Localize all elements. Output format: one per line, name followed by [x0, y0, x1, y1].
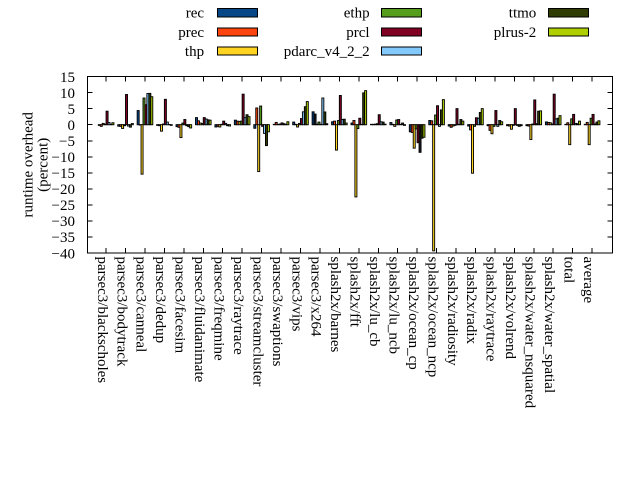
svg-text:total: total — [560, 257, 576, 284]
svg-text:−25: −25 — [52, 198, 75, 214]
svg-text:10: 10 — [60, 86, 75, 102]
svg-text:(percent): (percent) — [35, 138, 51, 192]
svg-text:ttmo: ttmo — [509, 6, 537, 22]
svg-text:splash2x/lu_ncb: splash2x/lu_ncb — [385, 257, 401, 355]
svg-text:parsec3/fluidanimate: parsec3/fluidanimate — [191, 257, 207, 383]
svg-text:prcl: prcl — [346, 25, 369, 41]
svg-text:parsec3/raytrace: parsec3/raytrace — [230, 257, 246, 356]
svg-text:0: 0 — [68, 118, 76, 134]
svg-text:ethp: ethp — [344, 6, 370, 22]
svg-text:−30: −30 — [52, 214, 75, 230]
svg-text:runtime overhead: runtime overhead — [21, 112, 37, 218]
svg-text:pdarc_v4_2_2: pdarc_v4_2_2 — [284, 44, 370, 60]
svg-text:parsec3/streamcluster: parsec3/streamcluster — [249, 257, 265, 387]
svg-text:splash2x/radiosity: splash2x/radiosity — [444, 257, 460, 367]
svg-text:splash2x/water_nsquared: splash2x/water_nsquared — [522, 257, 538, 409]
svg-text:splash2x/water_spatial: splash2x/water_spatial — [541, 257, 557, 394]
svg-text:rec: rec — [186, 6, 205, 22]
svg-text:parsec3/bodytrack: parsec3/bodytrack — [113, 257, 129, 367]
svg-text:thp: thp — [185, 44, 204, 60]
svg-text:plrus-2: plrus-2 — [494, 25, 537, 41]
svg-text:5: 5 — [68, 102, 76, 118]
svg-text:parsec3/freqmine: parsec3/freqmine — [210, 257, 226, 361]
svg-text:parsec3/canneal: parsec3/canneal — [133, 257, 149, 353]
svg-text:parsec3/x264: parsec3/x264 — [308, 257, 324, 337]
svg-text:−20: −20 — [52, 182, 75, 198]
svg-text:15: 15 — [60, 70, 75, 86]
svg-text:prec: prec — [178, 25, 204, 41]
svg-text:splash2x/ocean_cp: splash2x/ocean_cp — [405, 257, 421, 370]
svg-text:parsec3/facesim: parsec3/facesim — [172, 257, 188, 354]
svg-text:splash2x/lu_cb: splash2x/lu_cb — [366, 257, 382, 347]
svg-text:−35: −35 — [52, 230, 75, 246]
svg-text:−5: −5 — [59, 134, 75, 150]
svg-text:parsec3/vips: parsec3/vips — [288, 257, 304, 332]
svg-text:splash2x/fft: splash2x/fft — [347, 257, 363, 328]
svg-text:splash2x/raytrace: splash2x/raytrace — [483, 257, 499, 362]
svg-text:−15: −15 — [52, 166, 75, 182]
svg-text:splash2x/radix: splash2x/radix — [463, 257, 479, 345]
svg-text:parsec3/blackscholes: parsec3/blackscholes — [94, 257, 110, 384]
svg-text:−10: −10 — [52, 150, 75, 166]
svg-text:average: average — [580, 257, 596, 304]
svg-text:parsec3/dedup: parsec3/dedup — [152, 257, 168, 344]
svg-text:parsec3/swaptions: parsec3/swaptions — [269, 257, 285, 367]
svg-text:−40: −40 — [52, 246, 75, 262]
svg-text:splash2x/barnes: splash2x/barnes — [327, 257, 343, 353]
svg-text:splash2x/volrend: splash2x/volrend — [502, 257, 518, 360]
svg-text:splash2x/ocean_ncp: splash2x/ocean_ncp — [424, 257, 440, 378]
